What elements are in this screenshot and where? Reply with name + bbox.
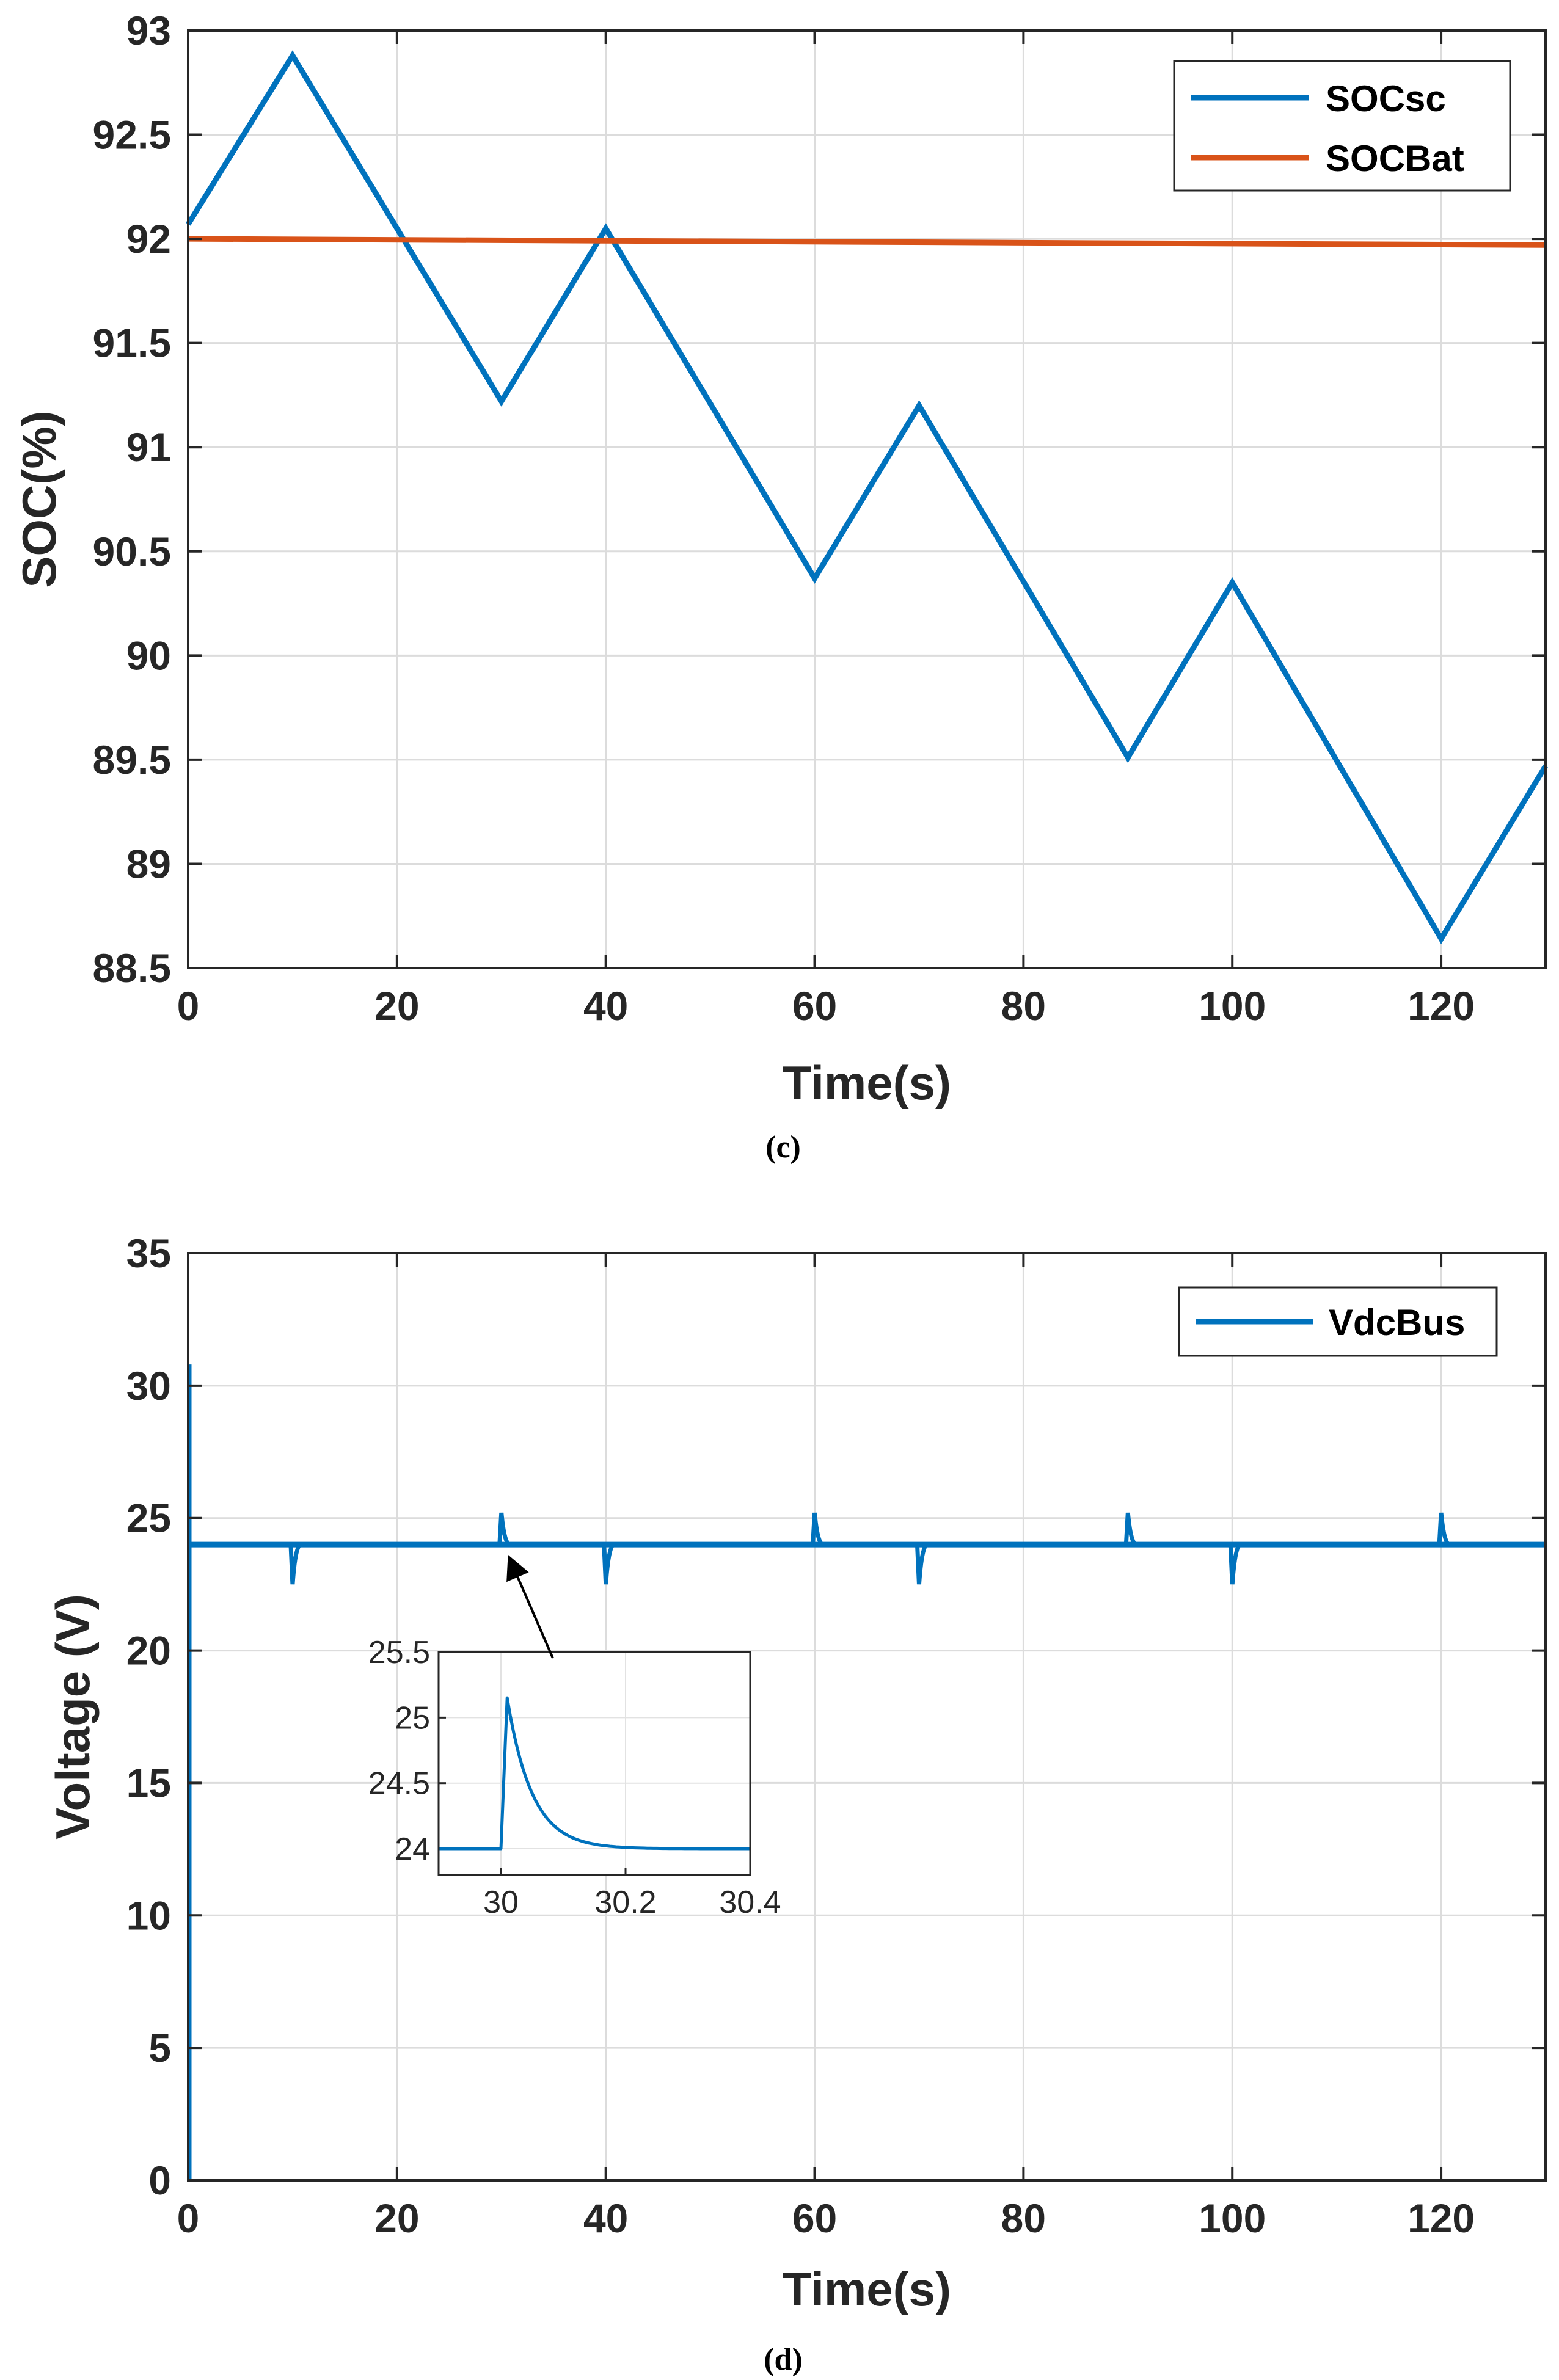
x-tick-label: 80 [1001,983,1046,1028]
voltage-grid [187,1252,1546,2182]
legend-label: SOCBat [1326,138,1464,179]
x-tick-label: 100 [1199,2196,1266,2241]
legend-label: SOCsc [1326,78,1446,119]
inset-y-tick-label: 24 [395,1832,430,1867]
soc-y-ticks: 88.5 89 89.5 90 90.5 91 91.5 92 92.5 93 [93,8,1546,991]
voltage-x-ticks: 0 20 40 60 80 100 120 [177,1253,1475,2241]
inset-background [439,1652,750,1875]
y-tick-label: 15 [126,1760,171,1805]
y-tick-label: 30 [126,1363,171,1408]
x-tick-label: 60 [792,2196,837,2241]
voltage-y-axis-label: Voltage (V) [46,1594,100,1840]
vdcbus-spike-up [497,1512,511,1546]
y-tick-label: 89.5 [93,737,171,782]
inset-y-tick-label: 25 [395,1700,430,1736]
y-tick-label: 90 [126,633,171,678]
y-tick-label: 35 [126,1231,171,1276]
soc-x-axis-label: Time(s) [783,1056,951,1110]
inset-pointer-arrow [506,1554,554,1659]
soc-axes-frame [187,29,1547,969]
y-tick-label: 93 [126,8,171,53]
vdcbus-spike-down [602,1543,615,1585]
voltage-axes-frame [187,1252,1547,2182]
y-tick-label: 5 [148,2025,171,2070]
y-tick-label: 25 [126,1496,171,1541]
series-line-socsc [186,50,1548,945]
vdcbus-spike-up [1123,1512,1137,1546]
y-tick-label: 20 [126,1628,171,1673]
x-tick-label: 120 [1407,983,1475,1028]
x-tick-label: 20 [374,983,419,1028]
x-tick-label: 20 [374,2196,419,2241]
vdcbus-spike-down [915,1543,929,1585]
vdcbus-spike-down [288,1543,302,1585]
y-tick-label: 88.5 [93,945,171,991]
voltage-y-ticks: 0 5 10 15 20 25 30 35 [126,1231,1546,2203]
x-tick-label: 80 [1001,2196,1046,2241]
vdcbus-spike-down [1228,1543,1242,1585]
soc-x-ticks: 0 20 40 60 80 100 120 [177,31,1475,1028]
soc-chart: 0 20 40 60 80 100 120 88.5 89 89.5 90 90.5 91 91.5 92… [12,8,1548,1165]
x-tick-label: 100 [1199,983,1266,1028]
inset-y-tick-label: 24.5 [368,1766,430,1802]
soc-y-axis-label: SOC(%) [12,410,66,588]
voltage-caption: (d) [764,2342,803,2377]
inset-frame [437,1651,751,1876]
legend-box [1173,60,1511,192]
soc-legend: SOCsc SOCBat [1173,60,1511,192]
inset-vdcbus-curve [439,1696,750,1851]
voltage-chart: 0 20 40 60 80 100 120 0 5 10 15 20 25 30 35 Time(s) V… [46,1231,1547,2377]
legend-label: VdcBus [1329,1302,1465,1343]
y-tick-label: 10 [126,1893,171,1938]
x-tick-label: 40 [583,983,628,1028]
soc-series [186,50,1548,945]
y-tick-label: 89 [126,841,171,886]
x-tick-label: 0 [177,983,200,1028]
voltage-x-axis-label: Time(s) [783,2262,951,2316]
series-line-socbat [188,236,1546,248]
x-tick-label: 0 [177,2196,200,2241]
x-tick-label: 120 [1407,2196,1475,2241]
y-tick-label: 91 [126,424,171,470]
y-tick-label: 0 [148,2158,171,2203]
vdcbus-spike-up [811,1512,824,1546]
x-tick-label: 40 [583,2196,628,2241]
soc-caption: (c) [765,1130,801,1165]
voltage-inset-zoom: 30 30.2 30.4 24 24.5 25 25.5 [368,1635,781,1920]
y-tick-label: 91.5 [93,321,171,366]
x-tick-label: 60 [792,983,837,1028]
inset-x-tick-label: 30 [483,1885,519,1920]
y-tick-label: 92.5 [93,112,171,158]
inset-y-tick-label: 25.5 [368,1635,430,1670]
voltage-legend: VdcBus [1178,1286,1498,1357]
y-tick-label: 92 [126,216,171,261]
inset-x-tick-label: 30.2 [594,1885,656,1920]
vdcbus-spike-up [1437,1512,1450,1546]
inset-x-tick-label: 30.4 [719,1885,781,1920]
y-tick-label: 90.5 [93,529,171,574]
